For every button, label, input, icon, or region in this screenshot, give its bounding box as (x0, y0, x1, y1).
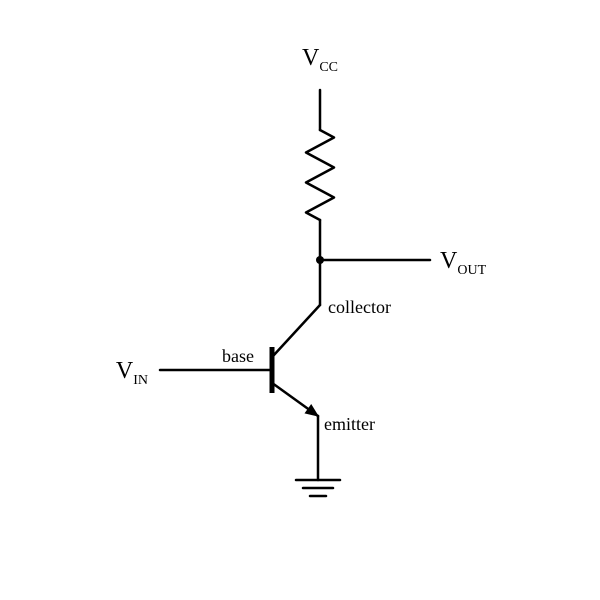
emitter-label: emitter (324, 414, 375, 434)
collector-label: collector (328, 297, 391, 317)
emitter-arrow-icon (305, 405, 318, 416)
collector-lead (272, 305, 320, 357)
collector-resistor (306, 130, 334, 220)
vout-label: VOUT (440, 248, 487, 278)
vin-label: VIN (116, 358, 148, 388)
base-label: base (222, 346, 254, 366)
vcc-label: VCC (302, 45, 338, 75)
transistor-schematic: VCC VOUT collector emitter base VIN (0, 0, 600, 600)
